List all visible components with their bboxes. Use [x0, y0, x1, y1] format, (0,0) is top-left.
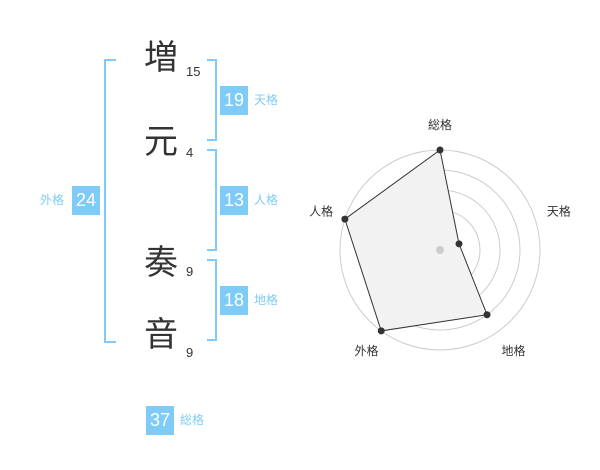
chikaku-bracket — [207, 259, 217, 341]
tenkaku-bracket — [207, 59, 217, 141]
soukaku-value: 37 — [146, 406, 174, 435]
name-char-3: 奏 — [144, 243, 178, 283]
name-char-1: 増 — [144, 38, 178, 78]
stroke-count-2: 4 — [186, 145, 194, 160]
radar-axis-label: 天格 — [547, 203, 571, 218]
name-char-2: 元 — [144, 122, 178, 162]
radar-axis-label: 外格 — [355, 343, 379, 358]
radar-center — [436, 246, 444, 254]
jinkaku-label: 人格 — [254, 193, 279, 207]
tenkaku-label: 天格 — [254, 93, 279, 107]
radar-axis-label: 地格 — [501, 343, 525, 358]
gaikaku-bracket — [104, 59, 116, 343]
stroke-count-3: 9 — [186, 264, 194, 279]
radar-point — [455, 240, 463, 248]
chikaku-value: 18 — [220, 286, 248, 315]
jinkaku-value: 13 — [220, 186, 248, 215]
name-char-4: 音 — [144, 315, 178, 355]
radar-axis-label: 人格 — [309, 203, 333, 218]
gaikaku-label: 外格 — [40, 193, 65, 207]
stroke-count-4: 9 — [186, 345, 194, 360]
stroke-count-1: 15 — [186, 64, 201, 79]
gaikaku-value: 24 — [72, 186, 100, 215]
radar-axis-label: 総格 — [428, 117, 452, 132]
jinkaku-bracket — [207, 149, 217, 251]
soukaku-label: 総格 — [180, 413, 205, 427]
radar-point — [377, 327, 385, 335]
radar-point — [436, 146, 444, 154]
radar-area — [344, 149, 488, 332]
radar-point — [483, 311, 491, 319]
tenkaku-value: 19 — [220, 86, 248, 115]
chikaku-label: 地格 — [254, 293, 279, 307]
radar-point — [341, 215, 349, 223]
